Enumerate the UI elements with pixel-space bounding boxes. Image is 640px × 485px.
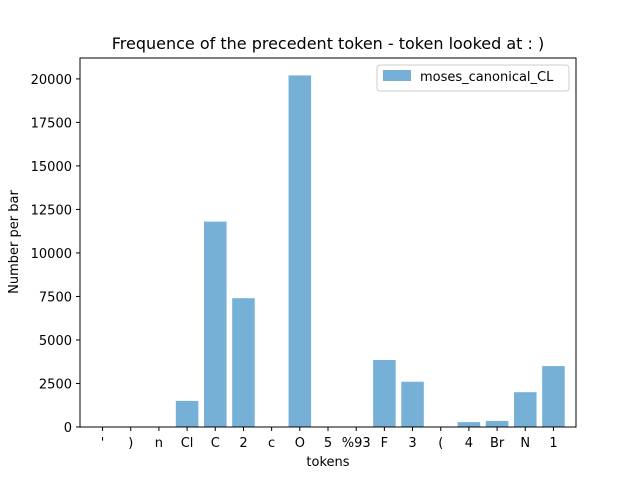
x-tick-label: ) — [128, 436, 133, 451]
legend-box — [376, 64, 570, 92]
y-tick-label: 20000 — [31, 73, 72, 88]
y-tick-label: 10000 — [31, 247, 72, 262]
x-tick-label: C — [211, 436, 220, 451]
bar-16 — [542, 366, 565, 427]
y-tick-label: 2500 — [39, 377, 72, 392]
bars-layer — [175, 75, 565, 427]
y-tick-label: 17500 — [31, 116, 72, 131]
x-tick-label: n — [155, 436, 163, 451]
x-tick-label: 1 — [549, 436, 557, 451]
x-tick-label: F — [381, 436, 388, 451]
y-tick-label: 0 — [64, 421, 72, 436]
y-axis-label: Number per bar — [7, 190, 22, 294]
bar-15 — [514, 392, 537, 427]
x-tick-label: %93 — [342, 436, 371, 451]
y-tick-label: 5000 — [39, 334, 72, 349]
x-tick-label: 4 — [465, 436, 473, 451]
x-tick-label: 3 — [408, 436, 416, 451]
x-axis: ') n Cl C 2 c O 5 %93 F 3 (4 Br N 1 — [101, 427, 558, 451]
x-tick-label: Cl — [181, 436, 194, 451]
axes-frame — [79, 57, 577, 428]
x-tick-label: 5 — [324, 436, 332, 451]
bar-13 — [457, 422, 481, 427]
y-tick-label: 12500 — [31, 203, 72, 218]
bar-5 — [232, 298, 255, 427]
x-tick-label: O — [295, 436, 305, 451]
bar-4 — [204, 221, 227, 427]
legend-swatch — [383, 70, 411, 81]
x-tick-label: c — [268, 436, 275, 451]
bar-10 — [373, 359, 396, 427]
bar-11 — [401, 381, 424, 427]
y-axis: 0 2500 5000 7500 10000 12500 15000 17500 20000 — [31, 73, 80, 436]
x-axis-label: tokens — [306, 455, 349, 470]
x-tick-label: ( — [438, 436, 443, 451]
x-tick-label: ' — [101, 436, 105, 451]
legend-label: moses_canonical_CL — [420, 70, 554, 85]
y-tick-label: 7500 — [39, 290, 72, 305]
legend: moses_canonical_CL — [376, 64, 570, 92]
chart-title: Frequence of the precedent token - token… — [112, 34, 545, 53]
bar-14 — [485, 420, 509, 427]
y-tick-label: 15000 — [31, 160, 72, 175]
x-tick-label: Br — [490, 436, 505, 451]
bar-7 — [288, 75, 312, 427]
x-tick-label: N — [520, 436, 530, 451]
x-tick-label: 2 — [239, 436, 247, 451]
bar-3 — [175, 400, 199, 427]
